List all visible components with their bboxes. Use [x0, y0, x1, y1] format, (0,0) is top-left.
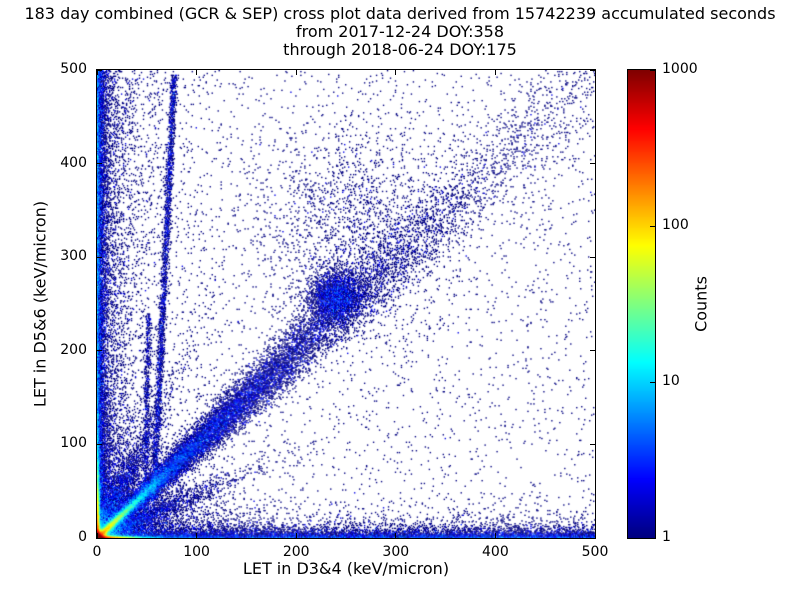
colorbar-tick-mark	[650, 225, 655, 227]
chart-subtitle-from: from 2017-12-24 DOY:358	[295, 22, 504, 41]
y-tick-mark	[590, 537, 595, 539]
chart-subtitle-through: through 2018-06-24 DOY:175	[283, 40, 517, 59]
x-tick-label: 100	[183, 544, 210, 560]
y-tick-mark	[97, 350, 102, 352]
y-tick-mark	[97, 537, 102, 539]
x-tick-mark	[494, 70, 496, 75]
y-tick-mark	[590, 69, 595, 71]
chart-title: 183 day combined (GCR & SEP) cross plot …	[24, 4, 776, 23]
x-tick-label: 0	[92, 544, 102, 560]
colorbar-tick-label: 1	[662, 529, 671, 545]
x-tick-mark	[96, 70, 98, 75]
x-tick-label: 400	[482, 544, 509, 560]
y-tick-label: 200	[60, 341, 87, 358]
x-tick-mark	[594, 533, 596, 538]
y-axis-label: LET in D5&6 (keV/micron)	[30, 200, 50, 408]
y-tick-mark	[97, 69, 102, 71]
colorbar-gradient-canvas	[628, 70, 655, 538]
y-tick-mark	[97, 163, 102, 165]
y-tick-label: 400	[60, 154, 87, 171]
y-tick-mark	[590, 443, 595, 445]
colorbar-tick-mark	[650, 537, 655, 539]
scatter-plot-canvas	[97, 70, 595, 538]
colorbar	[627, 69, 656, 539]
y-tick-label: 100	[60, 435, 87, 452]
x-tick-mark	[594, 70, 596, 75]
colorbar-tick-label: 10	[662, 373, 680, 389]
colorbar-tick-label: 100	[662, 217, 689, 233]
y-tick-mark	[590, 163, 595, 165]
x-tick-label: 200	[282, 544, 310, 560]
y-tick-label: 300	[60, 248, 87, 265]
title-block: 183 day combined (GCR & SEP) cross plot …	[0, 5, 800, 59]
x-axis-label: LET in D3&4 (keV/micron)	[242, 559, 450, 578]
y-tick-mark	[97, 443, 102, 445]
y-tick-label: 500	[60, 61, 87, 77]
x-tick-mark	[295, 70, 297, 75]
colorbar-tick-label: 1000	[662, 61, 698, 77]
x-tick-label: 500	[581, 544, 609, 560]
x-tick-mark	[96, 533, 98, 538]
x-tick-mark	[295, 533, 297, 538]
x-tick-mark	[395, 70, 397, 75]
y-tick-mark	[590, 256, 595, 258]
y-tick-mark	[97, 256, 102, 258]
x-tick-label: 300	[382, 544, 410, 560]
colorbar-tick-mark	[650, 381, 655, 383]
y-tick-mark	[590, 350, 595, 352]
x-tick-mark	[494, 533, 496, 538]
plot-area	[96, 69, 596, 539]
colorbar-tick-mark	[650, 69, 655, 71]
y-tick-label: 0	[78, 529, 87, 545]
x-tick-mark	[395, 533, 397, 538]
x-tick-mark	[196, 533, 198, 538]
colorbar-label: Counts	[691, 276, 711, 332]
x-tick-mark	[196, 70, 198, 75]
